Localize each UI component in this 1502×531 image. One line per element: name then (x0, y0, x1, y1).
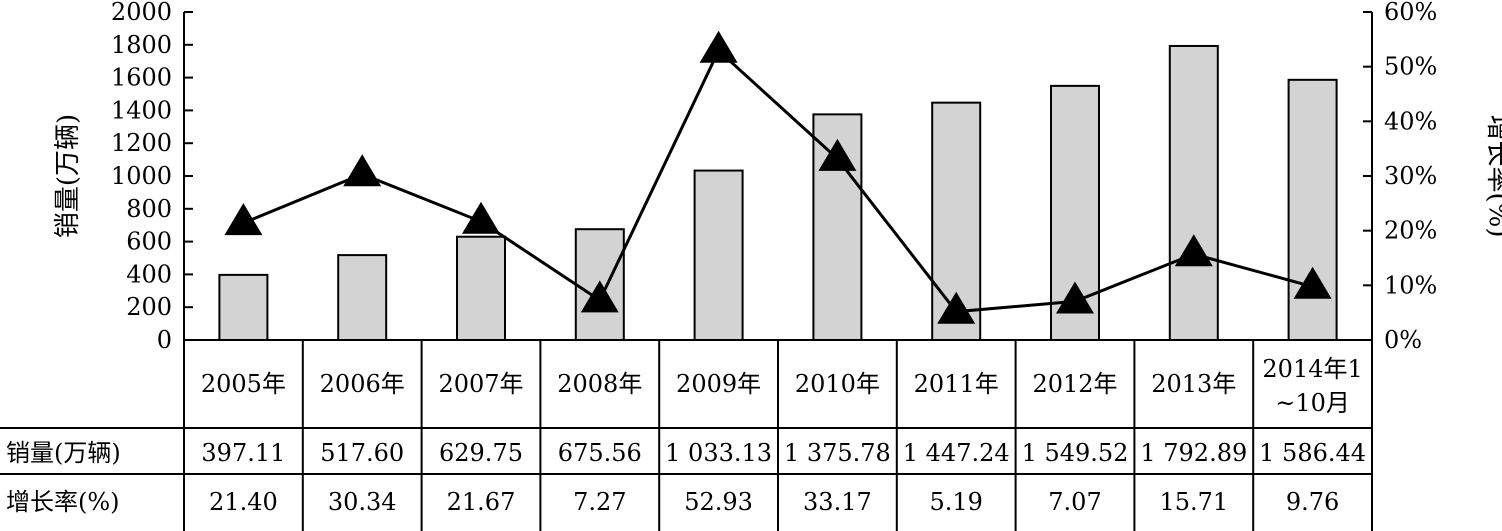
sales-value-cell: 517.60 (320, 439, 404, 467)
chart-labels: 0 200 400 600 800 1000 1200 1400 1600 1800 2000 0% 1… (6, 0, 1502, 516)
growth-marker (818, 138, 857, 171)
left-tick-label: 2000 (111, 0, 172, 26)
left-axis-title: 销量(万辆) (53, 114, 83, 238)
growth-value-cell: 21.67 (447, 488, 516, 516)
category-label: 2012年 (1032, 370, 1117, 398)
sales-value-cell: 629.75 (439, 439, 523, 467)
growth-marker (462, 201, 500, 234)
table-row-header: 增长率(%) (6, 488, 120, 516)
left-tick-label: 0 (157, 326, 172, 354)
growth-marker (343, 154, 382, 187)
category-label: 2011年 (914, 370, 999, 398)
growth-value-cell: 21.40 (209, 488, 278, 516)
growth-value-cell: 52.93 (684, 488, 753, 516)
table-row-header: 销量(万辆) (6, 439, 121, 467)
growth-value-cell: 7.07 (1048, 488, 1101, 516)
sales-value-cell: 1 033.13 (665, 439, 772, 467)
left-tick-label: 600 (126, 228, 172, 256)
left-tick-label: 1200 (111, 129, 172, 157)
left-tick-label: 400 (126, 260, 172, 288)
growth-value-cell: 5.19 (929, 488, 982, 516)
right-tick-label: 30% (1384, 162, 1437, 190)
sales-bars (218, 44, 1338, 342)
category-label: 2013年 (1151, 370, 1236, 398)
growth-marker (699, 30, 738, 63)
sales-bar (1287, 78, 1338, 341)
growth-marker (1174, 234, 1213, 267)
left-tick-label: 1400 (111, 96, 172, 124)
right-tick-label: 10% (1384, 271, 1437, 299)
sales-value-cell: 1 792.89 (1140, 439, 1247, 467)
growth-marker (1056, 281, 1094, 314)
sales-bar (456, 235, 506, 341)
category-label: ~10月 (1275, 389, 1350, 417)
category-label: 2009年 (676, 370, 761, 398)
left-tick-label: 1800 (111, 31, 172, 59)
sales-value-cell: 1 447.24 (903, 439, 1010, 467)
right-axis-title: 增长率(%) (1483, 115, 1502, 238)
growth-value-cell: 33.17 (803, 488, 872, 516)
sales-value-cell: 1 375.78 (784, 439, 891, 467)
category-label: 2006年 (320, 370, 405, 398)
sales-bar (1050, 84, 1100, 341)
left-tick-label: 200 (126, 293, 172, 321)
data-table-grid (0, 340, 1373, 531)
sales-bar (337, 254, 388, 341)
sales-value-cell: 1 549.52 (1022, 439, 1129, 467)
category-label: 2007年 (438, 370, 523, 398)
category-label: 2014年1 (1262, 355, 1362, 383)
sales-value-cell: 675.56 (558, 439, 642, 467)
right-tick-label: 20% (1384, 217, 1437, 245)
growth-marker (1293, 266, 1332, 299)
growth-value-cell: 30.34 (328, 488, 397, 516)
sales-bar (1168, 44, 1219, 342)
growth-marker (937, 291, 976, 324)
left-tick-label: 800 (126, 195, 172, 223)
growth-line-path (242, 48, 1313, 314)
right-tick-label: 50% (1384, 53, 1437, 81)
sales-value-cell: 1 586.44 (1259, 439, 1366, 467)
right-tick-label: 40% (1384, 107, 1437, 135)
category-label: 2010年 (795, 370, 880, 398)
right-tick-label: 60% (1384, 0, 1437, 26)
left-tick-label: 1000 (111, 162, 172, 190)
growth-marker (580, 280, 619, 313)
left-tick-label: 1600 (111, 64, 172, 92)
sales-bar (693, 169, 744, 341)
growth-value-cell: 9.76 (1286, 488, 1339, 516)
growth-marker (224, 203, 263, 236)
right-tick-label: 0% (1384, 326, 1422, 354)
category-label: 2005年 (201, 370, 286, 398)
category-label: 2008年 (557, 370, 642, 398)
growth-line (224, 30, 1332, 324)
growth-value-cell: 15.71 (1159, 488, 1228, 516)
sales-value-cell: 397.11 (201, 439, 285, 467)
sales-bar (218, 273, 269, 341)
growth-value-cell: 7.27 (573, 488, 626, 516)
